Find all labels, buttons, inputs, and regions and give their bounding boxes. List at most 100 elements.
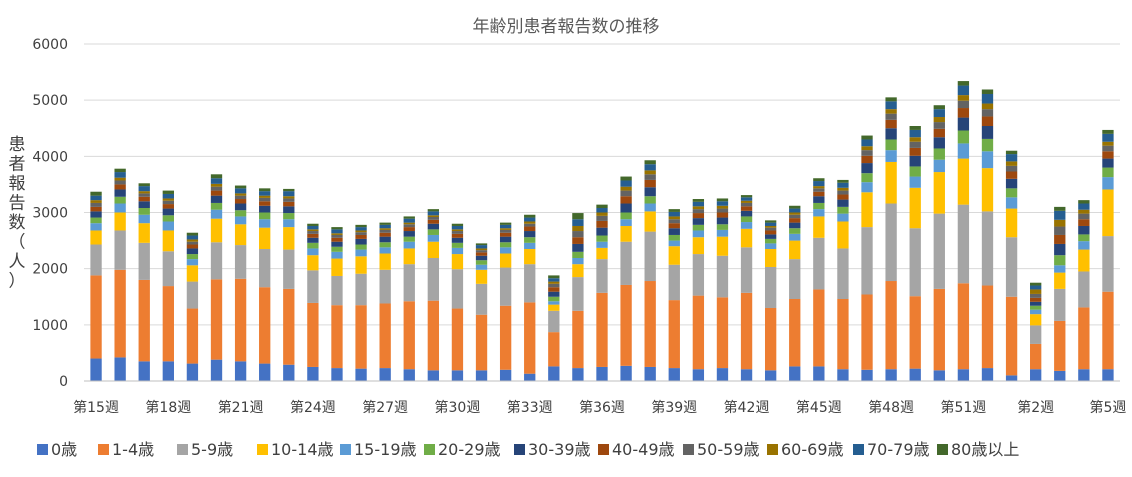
bar-segment xyxy=(1054,234,1066,244)
bar-segment xyxy=(1078,271,1090,308)
bar-segment xyxy=(837,298,849,370)
bar-segment xyxy=(379,253,391,270)
legend: 0歳 1-4歳 5-9歳 10-14歳 15-19歳 20-29歳 30-39歳 40-49歳… xyxy=(37,440,1019,459)
bar-segment xyxy=(1005,237,1018,297)
bar-segment xyxy=(1005,375,1018,381)
bar-segment xyxy=(451,225,464,230)
bar-segment xyxy=(475,248,488,251)
bar-segment xyxy=(186,265,199,282)
bar-segment xyxy=(403,231,415,237)
bar-segment xyxy=(1102,189,1114,237)
bar-stack xyxy=(355,224,367,381)
bar-segment xyxy=(644,211,656,232)
bar-segment xyxy=(210,186,223,191)
bar-segment xyxy=(764,243,777,250)
bar-segment xyxy=(644,281,656,367)
bar-stack xyxy=(524,214,536,381)
bar-segment xyxy=(596,366,608,381)
bar-segment xyxy=(981,93,994,104)
bar-segment xyxy=(283,196,295,199)
bar-segment xyxy=(1054,206,1066,211)
bar-segment xyxy=(379,222,391,225)
bar-segment xyxy=(548,278,560,282)
bar-segment xyxy=(837,190,849,195)
bar-segment xyxy=(740,195,753,198)
bar-segment xyxy=(620,176,632,181)
bar-segment xyxy=(837,182,849,188)
bar-segment xyxy=(764,220,777,223)
bar-segment xyxy=(259,212,271,220)
legend-item: 15-19歳 xyxy=(340,440,417,459)
bar-segment xyxy=(114,203,126,213)
bar-segment xyxy=(861,135,873,140)
bar-segment xyxy=(909,368,921,381)
bar-segment xyxy=(162,361,174,381)
bar-segment xyxy=(355,244,367,250)
bar-segment xyxy=(885,119,897,129)
bar-segment xyxy=(379,242,391,248)
bar-segment xyxy=(1102,177,1114,190)
bar-segment xyxy=(885,281,897,370)
bar-segment xyxy=(548,287,560,292)
bar-segment xyxy=(427,370,440,381)
legend-label: 1-4歳 xyxy=(112,440,154,459)
bar-segment xyxy=(90,230,102,245)
legend-item: 50-59歳 xyxy=(683,440,760,459)
bar-segment xyxy=(283,191,295,197)
bar-segment xyxy=(234,216,247,225)
bar-segment xyxy=(789,298,801,367)
bar-segment xyxy=(692,237,705,255)
bar-segment xyxy=(162,190,174,194)
bar-segment xyxy=(331,305,343,369)
bar-segment xyxy=(499,253,512,268)
bar-segment xyxy=(837,187,849,191)
bar-segment xyxy=(668,211,680,217)
bar-segment xyxy=(764,249,777,267)
y-tick-label: 4000 xyxy=(32,149,68,165)
bar-segment xyxy=(837,194,849,200)
legend-item: 60-69歳 xyxy=(767,440,844,459)
bar-segment xyxy=(909,155,921,167)
legend-label: 10-14歳 xyxy=(271,440,334,459)
bar-segment xyxy=(572,219,584,226)
bar-segment xyxy=(451,269,464,309)
bar-segment xyxy=(789,205,801,209)
bar-segment xyxy=(331,275,343,306)
bar-segment xyxy=(331,246,343,252)
bar-segment xyxy=(283,198,295,202)
bar-segment xyxy=(451,233,464,238)
bar-segment xyxy=(403,236,415,242)
bar-segment xyxy=(403,369,415,381)
bar-segment xyxy=(981,109,994,117)
legend-label: 30-39歳 xyxy=(528,440,591,459)
bar-segment xyxy=(524,217,536,222)
bar-segment xyxy=(740,216,753,223)
bar-segment xyxy=(210,174,223,179)
bar-segment xyxy=(234,224,247,246)
bar-stack xyxy=(403,216,415,381)
legend-item: 70-79歳 xyxy=(853,440,930,459)
bar-segment xyxy=(524,223,536,227)
bar-segment xyxy=(499,224,512,229)
bar-segment xyxy=(114,357,126,381)
bar-segment xyxy=(1078,225,1090,235)
bar-segment xyxy=(524,221,536,224)
bar-segment xyxy=(451,247,464,255)
bar-segment xyxy=(355,227,367,231)
bar-segment xyxy=(379,232,391,237)
bar-segment xyxy=(909,187,921,229)
x-tick-label: 第15週 xyxy=(73,399,119,416)
bar-segment xyxy=(885,161,897,204)
bar-segment xyxy=(379,269,391,304)
bar-segment xyxy=(1030,325,1042,344)
bar-segment xyxy=(427,229,440,235)
bar-segment xyxy=(162,221,174,231)
bar-segment xyxy=(813,181,825,187)
bar-stack xyxy=(813,178,825,381)
bar-segment xyxy=(861,150,873,156)
bar-segment xyxy=(210,195,223,203)
legend-swatch xyxy=(767,444,778,455)
bar-segment xyxy=(162,193,174,199)
